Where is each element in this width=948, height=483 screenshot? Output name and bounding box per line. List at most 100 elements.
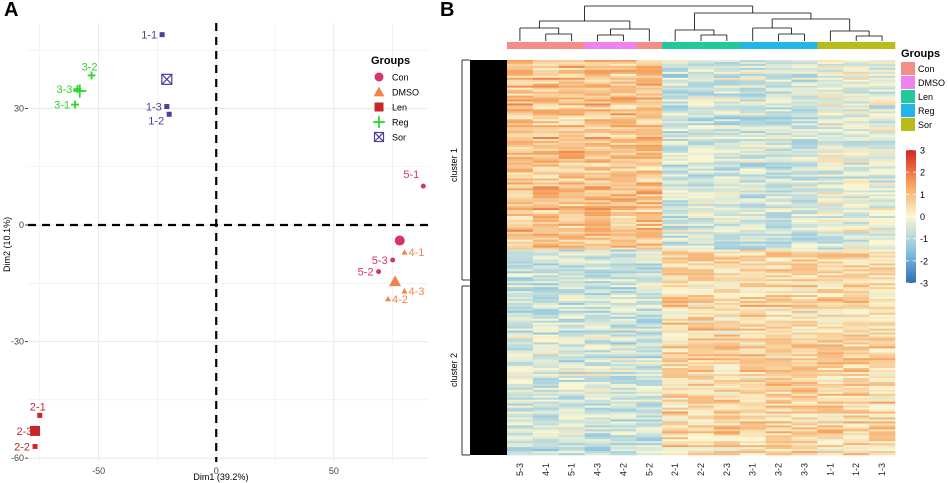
heatmap-cell	[688, 413, 715, 416]
heatmap-cell	[636, 445, 663, 448]
heatmap-cell	[610, 263, 637, 266]
heatmap-cell	[869, 342, 896, 345]
heatmap-cell	[584, 133, 611, 136]
heatmap-cell	[843, 172, 870, 175]
heatmap-cell	[558, 200, 585, 203]
heatmap-cell	[636, 85, 663, 88]
heatmap-cell	[662, 146, 689, 150]
heatmap-cell	[532, 411, 560, 414]
heatmap-cell	[688, 237, 715, 241]
heatmap-cell	[791, 137, 818, 140]
heatmap-cell	[610, 366, 637, 369]
heatmap-cell	[662, 202, 689, 205]
heatmap-cell	[713, 302, 741, 306]
heatmap-cell	[610, 198, 637, 201]
heatmap-cell	[584, 129, 611, 132]
heatmap-cell	[610, 144, 637, 148]
heatmap-cell	[662, 269, 689, 272]
heatmap-cell	[843, 156, 870, 160]
heatmap-cell	[584, 208, 611, 211]
heatmap-cell	[817, 91, 844, 94]
heatmap-cell	[636, 241, 663, 244]
heatmap-cell	[636, 210, 663, 213]
heatmap-cell	[765, 79, 792, 83]
heatmap-cell	[584, 85, 611, 88]
heatmap-cell	[869, 241, 896, 244]
heatmap-cell	[584, 320, 611, 323]
heatmap-cell	[713, 265, 741, 268]
column-dendrogram	[519, 5, 883, 41]
heatmap-cell	[688, 107, 715, 110]
heatmap-cell	[610, 83, 637, 86]
heatmap-cell	[817, 63, 844, 67]
heatmap-cell	[739, 186, 766, 189]
heatmap-cell	[688, 192, 715, 195]
heatmap-cell	[791, 190, 818, 193]
heatmap-cell	[843, 67, 870, 71]
heatmap-cell	[765, 188, 792, 191]
heatmap-cell	[869, 419, 896, 422]
heatmap-cell	[817, 200, 844, 203]
heatmap-cell	[791, 69, 818, 73]
heatmap-cell	[869, 123, 896, 126]
heatmap-cell	[688, 69, 715, 73]
heatmap-cell	[532, 293, 560, 296]
heatmap-cell	[765, 154, 792, 158]
heatmap-cell	[765, 263, 792, 266]
heatmap-cell	[584, 192, 611, 195]
heatmap-cell	[739, 300, 766, 304]
heatmap-cell	[869, 443, 896, 446]
heatmap-cell	[765, 453, 792, 456]
heatmap-cell	[791, 304, 818, 308]
heatmap-cell	[532, 71, 560, 75]
heatmap-cell	[869, 107, 896, 110]
heatmap-cell	[507, 354, 534, 357]
heatmap-cell	[584, 338, 611, 341]
heatmap-cell	[610, 129, 637, 132]
heatmap-cell	[688, 330, 715, 333]
heatmap-cell	[739, 257, 766, 260]
heatmap-cell	[688, 221, 715, 225]
heatmap-cell	[791, 445, 818, 448]
heatmap-cell	[791, 269, 818, 272]
heatmap-cell	[558, 93, 585, 96]
heatmap-cell	[791, 170, 818, 173]
heatmap-cell	[791, 393, 818, 397]
heatmap-cell	[662, 275, 689, 278]
heatmap-cell	[869, 407, 896, 410]
heatmap-cell	[584, 97, 611, 100]
heatmap-cell	[817, 295, 844, 298]
heatmap-cell	[610, 107, 637, 110]
heatmap-cell	[636, 298, 663, 302]
heatmap-cell	[765, 427, 792, 430]
heatmap-cell	[688, 312, 715, 316]
heatmap-cell	[843, 374, 870, 377]
heatmap-cell	[558, 144, 585, 148]
heatmap-cell	[869, 247, 896, 250]
heatmap-cell	[791, 91, 818, 94]
heatmap-cell	[584, 190, 611, 193]
heatmap-cell	[817, 103, 844, 106]
heatmap-cell	[791, 97, 818, 100]
heatmap-cell	[817, 146, 844, 150]
heatmap-cell	[817, 401, 844, 404]
heatmap-cell	[532, 425, 560, 428]
heatmap-cell	[739, 401, 766, 404]
heatmap-cell	[636, 235, 663, 239]
heatmap-cell	[765, 219, 792, 223]
heatmap-cell	[662, 162, 689, 165]
heatmap-cell	[558, 277, 585, 280]
heatmap-cell	[688, 241, 715, 244]
heatmap-cell	[791, 221, 818, 225]
heatmap-cell	[636, 328, 663, 331]
heatmap-cell	[817, 194, 844, 197]
heatmap-cell	[636, 275, 663, 278]
heatmap-cell	[765, 297, 792, 300]
heatmap-cell	[507, 336, 534, 339]
heatmap-cell	[584, 176, 611, 179]
heatmap-cell	[584, 204, 611, 207]
heatmap-cell	[532, 202, 560, 205]
heatmap-cell	[739, 330, 766, 333]
heatmap-cell	[584, 81, 611, 84]
